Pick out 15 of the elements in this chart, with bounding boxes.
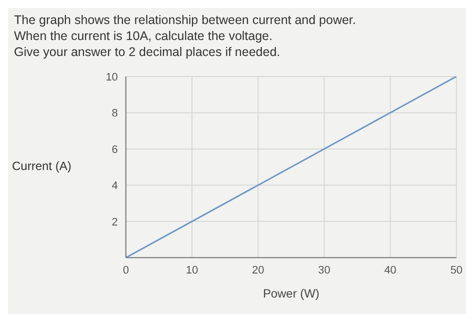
x-tick-label: 10 bbox=[186, 264, 198, 276]
x-tick-label: 40 bbox=[384, 264, 396, 276]
chart-subtitle: When the current is 10A, calculate the voltage. Give your answer to 2 decimal places if needed. bbox=[14, 28, 282, 60]
chart-title: The graph shows the relationship between current and power. bbox=[14, 12, 357, 28]
x-tick-label: 30 bbox=[318, 264, 330, 276]
y-tick-label: 4 bbox=[111, 180, 118, 192]
x-tick-label: 20 bbox=[252, 264, 264, 276]
y-tick-label: 10 bbox=[105, 71, 118, 84]
y-tick-label: 6 bbox=[111, 144, 118, 156]
y-axis-title: Current (A) bbox=[11, 159, 72, 173]
y-tick-label: 8 bbox=[111, 108, 118, 120]
x-tick-label: 0 bbox=[122, 264, 129, 276]
x-axis-title: Power (W) bbox=[262, 286, 319, 300]
x-tick-label: 50 bbox=[450, 264, 462, 276]
y-tick-label: 2 bbox=[111, 216, 118, 228]
